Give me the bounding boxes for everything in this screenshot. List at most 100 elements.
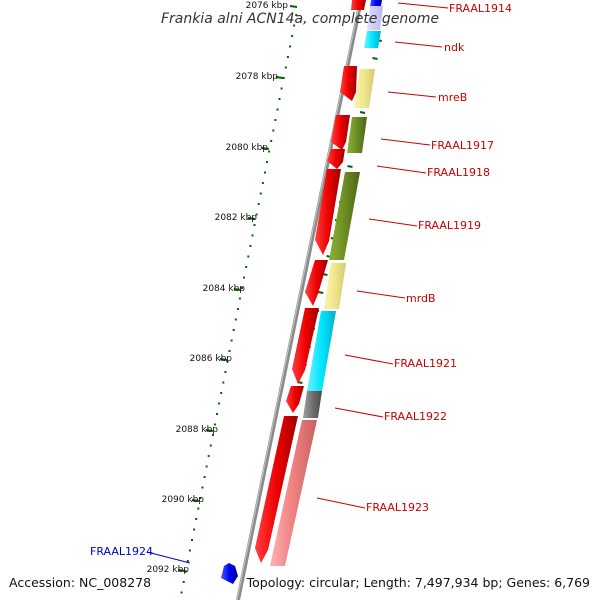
gene-label-mreb[interactable]: mreB — [438, 91, 467, 104]
gene-arrow-1923-fwd[interactable] — [255, 416, 298, 563]
gene-arrow-1921-fwd[interactable] — [292, 308, 319, 384]
ruler-dot — [255, 213, 258, 216]
leader-fraal1924 — [146, 551, 191, 564]
ruler-dot — [266, 161, 268, 163]
ruler-tick — [289, 5, 298, 8]
gene-block-1919-olive[interactable] — [329, 172, 360, 260]
ruler-dot — [232, 329, 235, 331]
leader-fraal1914 — [397, 2, 449, 9]
ruler-dot — [276, 108, 279, 111]
ruler-dot — [222, 381, 225, 384]
ruler-dot — [257, 203, 260, 205]
ruler-dot — [207, 455, 210, 457]
gene-label-fraal1914[interactable]: FRAAL1914 — [449, 2, 512, 15]
ruler-labels: 2076 kbp 2078 kbp 2080 kbp 2082 kbp 2084… — [147, 1, 289, 575]
gene-block-mrdb-khaki[interactable] — [324, 263, 346, 309]
leader-mrdb — [356, 290, 406, 299]
ruler-dot — [203, 476, 206, 478]
ruler-dot — [247, 255, 250, 258]
gene-arrow-1919-fwd[interactable] — [315, 169, 341, 255]
ruler-dot — [205, 465, 208, 468]
leader-fraal1919 — [368, 218, 418, 227]
tick-label-2092: 2092 kbp — [147, 565, 190, 575]
gene-arrow-mrdb-fwd[interactable] — [305, 260, 328, 306]
ruler-dot — [274, 119, 277, 121]
gene-leader-lines — [146, 2, 449, 564]
gene-arrow-ndk-fwd[interactable] — [340, 66, 357, 101]
ruler-dot — [218, 402, 221, 405]
ruler-dots — [180, 14, 298, 594]
ruler-dot — [289, 45, 291, 48]
ruler-dot — [259, 192, 262, 195]
ruler-dot — [193, 528, 196, 531]
tick-label-2084: 2084 kbp — [203, 284, 246, 294]
ruler-dot — [184, 570, 187, 573]
leader-fraal1923 — [316, 497, 366, 509]
gene-labels: FRAAL1914 ndk mreB FRAAL1917 FRAAL1918 F… — [90, 2, 512, 558]
ruler-dot — [243, 276, 246, 279]
gene-label-fraal1923[interactable]: FRAAL1923 — [366, 501, 429, 514]
ruler-dot — [186, 560, 189, 562]
ruler-dot — [238, 297, 241, 300]
gene-arrow-1918-fwd[interactable] — [327, 149, 345, 169]
map-title: Frankia alni ACN14a, complete genome — [161, 11, 439, 27]
category-genes — [221, 0, 383, 584]
gene-label-fraal1917[interactable]: FRAAL1917 — [431, 139, 494, 152]
tick-label-2078: 2078 kbp — [236, 72, 279, 82]
feature-tick — [318, 291, 324, 294]
accession-text: Accession: NC_008278 — [9, 575, 151, 590]
gene-block-1914-blue[interactable] — [370, 0, 382, 6]
gene-block-1914-lavender[interactable] — [367, 6, 383, 30]
ruler-dot — [264, 171, 266, 174]
gene-block-1922-gray[interactable] — [303, 391, 322, 418]
leader-fraal1921 — [344, 354, 394, 365]
tick-label-2076: 2076 kbp — [246, 1, 289, 11]
gene-block-1921-cyan[interactable] — [307, 311, 336, 391]
ruler-tick — [219, 358, 228, 361]
ruler-tick — [177, 569, 186, 572]
ruler-dot — [191, 539, 193, 541]
ruler-dot — [251, 234, 254, 237]
gene-arrow-1914-fwd[interactable] — [351, 0, 366, 10]
gene-label-fraal1921[interactable]: FRAAL1921 — [394, 357, 457, 370]
ruler-dot — [211, 434, 214, 436]
ruler-dot — [286, 56, 289, 58]
ruler-tick — [247, 217, 256, 220]
ruler-tick — [275, 76, 284, 79]
gene-label-mrdb[interactable]: mrdB — [406, 292, 436, 305]
ruler-dot — [282, 77, 285, 79]
gene-label-fraal1918[interactable]: FRAAL1918 — [427, 166, 490, 179]
ruler-dot — [201, 486, 204, 489]
ruler-dot — [220, 392, 223, 394]
topology-text: Topology: circular; Length: 7,497,934 bp… — [246, 575, 590, 590]
tick-label-2088: 2088 kbp — [176, 425, 219, 435]
ruler-dot — [241, 287, 243, 289]
ruler-dot — [253, 224, 256, 226]
leader-mreb — [387, 91, 437, 98]
ruler-tick — [205, 429, 213, 432]
gene-arrow-mreb-fwd[interactable] — [331, 115, 350, 150]
gene-arrow-1922-fwd[interactable] — [286, 386, 304, 413]
gene-block-1923-pink[interactable] — [270, 420, 317, 566]
gene-arrow-1924-blue[interactable] — [221, 563, 238, 584]
leader-fraal1918 — [376, 165, 427, 174]
leader-fraal1922 — [334, 407, 384, 418]
ruler-ticks — [177, 5, 298, 572]
ruler-dot — [270, 140, 273, 142]
ruler-dot — [182, 581, 185, 583]
ruler-dot — [278, 98, 281, 100]
gene-block-mreb-khaki[interactable] — [354, 69, 375, 108]
ruler-dot — [284, 66, 287, 69]
gene-label-ndk[interactable]: ndk — [444, 41, 465, 54]
ruler-dot — [249, 245, 252, 247]
gene-block-1917-olive[interactable] — [347, 117, 367, 153]
genome-backbone — [236, 0, 363, 600]
ruler-dot — [268, 150, 271, 153]
gene-block-ndk-cyan[interactable] — [364, 31, 381, 48]
gene-label-fraal1919[interactable]: FRAAL1919 — [418, 219, 481, 232]
ruler-dot — [213, 423, 216, 426]
gene-label-fraal1922[interactable]: FRAAL1922 — [384, 410, 447, 423]
gene-label-fraal1924[interactable]: FRAAL1924 — [90, 545, 153, 558]
ruler-tick — [233, 288, 241, 291]
